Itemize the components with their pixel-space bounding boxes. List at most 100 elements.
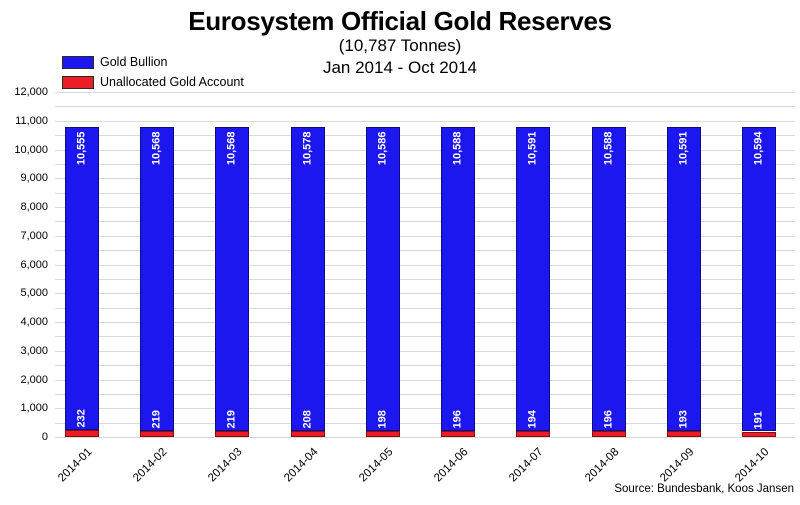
bar-value-label-gold-bullion: 10,586 bbox=[376, 131, 389, 166]
bar-segment-unallocated-gold bbox=[290, 431, 325, 437]
y-axis-tick-label: 7,000 bbox=[20, 229, 48, 242]
legend-label: Unallocated Gold Account bbox=[100, 75, 244, 89]
bar-value-label-gold-bullion: 10,591 bbox=[677, 131, 690, 166]
y-gridline bbox=[55, 350, 795, 352]
bar-segment-unallocated-gold bbox=[666, 431, 701, 437]
bar-segment-gold-bullion bbox=[741, 126, 776, 432]
chart-subtitle-daterange: Jan 2014 - Oct 2014 bbox=[322, 58, 478, 77]
y-axis-tick-label: 9,000 bbox=[20, 172, 48, 185]
y-gridline bbox=[55, 365, 795, 367]
unallocated-gold-swatch-icon bbox=[62, 75, 94, 89]
bar-value-label-gold-bullion: 10,588 bbox=[451, 131, 464, 166]
y-gridline bbox=[55, 336, 795, 338]
bar-segment-gold-bullion bbox=[215, 126, 250, 431]
bar-value-label-unallocated-gold: 208 bbox=[301, 410, 314, 429]
y-gridline bbox=[55, 221, 795, 223]
x-axis-category-label: 2014-08 bbox=[582, 446, 622, 485]
x-axis-category-label: 2014-03 bbox=[206, 446, 245, 485]
bar-value-label-unallocated-gold: 232 bbox=[75, 409, 88, 428]
y-gridline bbox=[55, 307, 795, 309]
y-axis-tick-label: 1,000 bbox=[20, 402, 48, 415]
x-axis-category-label: 2014-05 bbox=[357, 446, 396, 485]
x-axis-category-label: 2014-07 bbox=[507, 446, 546, 485]
y-gridline bbox=[55, 408, 795, 410]
bar-value-label-gold-bullion: 10,591 bbox=[526, 131, 539, 166]
bar-segment-gold-bullion bbox=[65, 126, 99, 431]
y-gridline bbox=[55, 322, 795, 323]
y-gridline bbox=[55, 135, 795, 137]
bar-value-label-gold-bullion: 10,568 bbox=[150, 131, 163, 166]
bar-segment-gold-bullion bbox=[516, 126, 551, 432]
y-gridline bbox=[55, 235, 795, 237]
bar-segment-gold-bullion bbox=[666, 126, 701, 432]
bar-value-label-unallocated-gold: 219 bbox=[150, 409, 163, 429]
gold-bullion-swatch-icon bbox=[62, 55, 94, 69]
bar-value-label-unallocated-gold: 196 bbox=[602, 410, 615, 429]
bar-segment-unallocated-gold bbox=[591, 431, 626, 437]
x-axis-category-label: 2014-02 bbox=[131, 446, 170, 485]
y-axis-tick-label: 12,000 bbox=[14, 86, 48, 98]
x-axis-category-label: 2014-01 bbox=[56, 446, 95, 485]
bar-value-label-unallocated-gold: 219 bbox=[225, 409, 238, 429]
y-gridline bbox=[55, 207, 795, 208]
chart-subtitle-tonnes: (10,787 Tonnes) bbox=[338, 36, 462, 55]
bar-value-label-unallocated-gold: 194 bbox=[526, 410, 539, 429]
bar-segment-gold-bullion bbox=[441, 126, 476, 432]
bar-value-label-unallocated-gold: 191 bbox=[752, 410, 765, 429]
bar-segment-unallocated-gold bbox=[741, 431, 776, 437]
x-axis-category-label: 2014-04 bbox=[281, 446, 321, 485]
bar-value-label-unallocated-gold: 193 bbox=[677, 410, 690, 429]
y-gridline bbox=[55, 106, 795, 108]
y-axis-tick-label: 0 bbox=[41, 431, 48, 443]
bar-value-label-gold-bullion: 10,594 bbox=[752, 131, 765, 166]
bar-segment-unallocated-gold bbox=[365, 431, 400, 437]
y-axis-tick-label: 11,000 bbox=[15, 114, 48, 127]
bar-value-label-gold-bullion: 10,568 bbox=[225, 131, 238, 166]
bar-segment-gold-bullion bbox=[290, 126, 325, 431]
y-gridline bbox=[55, 250, 795, 252]
y-axis-tick-label: 3,000 bbox=[20, 344, 48, 357]
bar-value-label-unallocated-gold: 198 bbox=[376, 410, 389, 429]
bar-segment-unallocated-gold bbox=[215, 430, 250, 437]
y-gridline bbox=[55, 120, 795, 122]
y-axis-tick-label: 10,000 bbox=[14, 143, 48, 156]
x-axis-category-label: 2014-10 bbox=[733, 446, 772, 485]
y-gridline bbox=[55, 163, 795, 165]
bar-value-label-gold-bullion: 10,588 bbox=[602, 131, 615, 166]
y-gridline bbox=[55, 437, 795, 438]
bar-segment-gold-bullion bbox=[365, 126, 400, 432]
chart-title: Eurosystem Official Gold Reserves bbox=[188, 6, 612, 36]
legend-label: Gold Bullion bbox=[100, 55, 168, 69]
bar-value-label-gold-bullion: 10,578 bbox=[301, 131, 314, 166]
bar-value-label-unallocated-gold: 196 bbox=[451, 410, 464, 429]
source-credit: Source: Bundesbank, Koos Jansen bbox=[614, 483, 794, 495]
bar-segment-gold-bullion bbox=[591, 126, 626, 432]
y-gridline bbox=[55, 393, 795, 395]
y-axis-tick-label: 5,000 bbox=[20, 287, 48, 300]
bar-segment-unallocated-gold bbox=[441, 431, 476, 437]
y-gridline bbox=[55, 92, 795, 93]
bar-segment-gold-bullion bbox=[140, 126, 175, 431]
y-gridline bbox=[55, 278, 795, 280]
y-axis-tick-label: 4,000 bbox=[20, 316, 48, 328]
y-gridline bbox=[55, 264, 795, 266]
y-gridline bbox=[55, 293, 795, 295]
y-gridline bbox=[55, 192, 795, 194]
x-axis-category-label: 2014-09 bbox=[657, 446, 697, 485]
y-axis-tick-label: 2,000 bbox=[20, 373, 48, 386]
x-axis-category-label: 2014-06 bbox=[432, 446, 471, 485]
y-gridline bbox=[55, 422, 795, 424]
y-axis-tick-label: 8,000 bbox=[20, 201, 48, 213]
bar-segment-unallocated-gold bbox=[65, 430, 99, 437]
y-axis-tick-label: 6,000 bbox=[20, 258, 48, 271]
y-gridline bbox=[55, 379, 795, 381]
legend: Gold Bullion Unallocated Gold Account bbox=[62, 52, 244, 92]
bar-segment-unallocated-gold bbox=[516, 431, 551, 437]
y-gridline bbox=[55, 178, 795, 180]
legend-item-unallocated-gold: Unallocated Gold Account bbox=[62, 72, 244, 92]
bar-segment-unallocated-gold bbox=[140, 430, 175, 437]
y-gridline bbox=[55, 149, 795, 151]
bar-value-label-gold-bullion: 10,555 bbox=[75, 131, 88, 166]
legend-item-gold-bullion: Gold Bullion bbox=[62, 52, 244, 72]
